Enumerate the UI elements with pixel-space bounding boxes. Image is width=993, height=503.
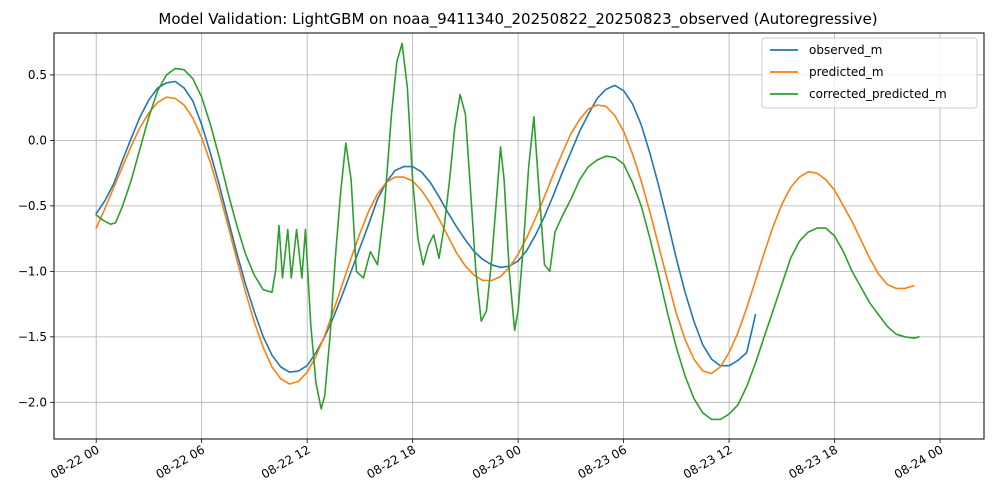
- y-tick-label: 0.0: [28, 133, 47, 147]
- legend-label: corrected_predicted_m: [809, 87, 947, 101]
- plot-area-frame: [53, 32, 985, 440]
- legend-box: [761, 37, 978, 109]
- legend-label: predicted_m: [809, 65, 884, 79]
- legend-label: observed_m: [809, 43, 882, 57]
- y-tick-label: −1.0: [18, 264, 47, 278]
- y-tick-label: −2.0: [18, 395, 47, 409]
- chart-title: Model Validation: LightGBM on noaa_94113…: [158, 10, 877, 29]
- series-lines: [95, 42, 920, 421]
- y-tick-label: −0.5: [18, 199, 47, 213]
- legend: observed_m predicted_m corrected_predicted…: [761, 37, 978, 109]
- y-tick-label: 0.5: [28, 68, 47, 82]
- series-line-predicted-m: [95, 96, 915, 385]
- y-tick-label: −1.5: [18, 330, 47, 344]
- series-line-corrected-predicted-m: [95, 42, 920, 421]
- series-line-observed-m: [95, 80, 757, 373]
